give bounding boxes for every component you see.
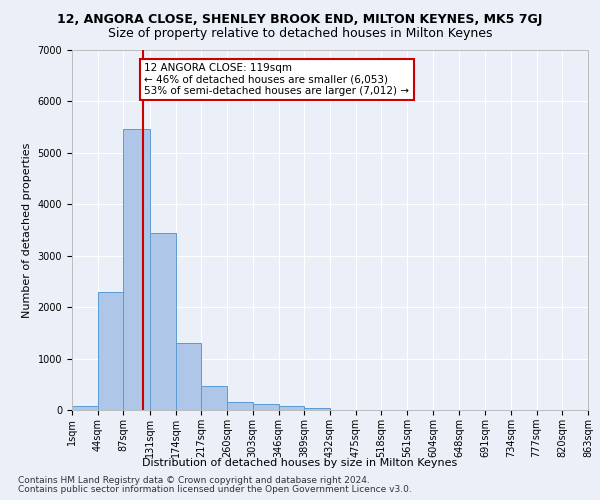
Y-axis label: Number of detached properties: Number of detached properties bbox=[22, 142, 32, 318]
Bar bbox=[72, 406, 98, 410]
Bar bbox=[124, 128, 150, 410]
Text: 12, ANGORA CLOSE, SHENLEY BROOK END, MILTON KEYNES, MK5 7GJ: 12, ANGORA CLOSE, SHENLEY BROOK END, MIL… bbox=[58, 12, 542, 26]
Text: Size of property relative to detached houses in Milton Keynes: Size of property relative to detached ho… bbox=[108, 28, 492, 40]
Text: Contains HM Land Registry data © Crown copyright and database right 2024.: Contains HM Land Registry data © Crown c… bbox=[18, 476, 370, 485]
Bar bbox=[201, 386, 227, 410]
Bar bbox=[304, 408, 330, 410]
Text: Distribution of detached houses by size in Milton Keynes: Distribution of detached houses by size … bbox=[142, 458, 458, 468]
Bar bbox=[176, 342, 201, 410]
Text: Contains public sector information licensed under the Open Government Licence v3: Contains public sector information licen… bbox=[18, 484, 412, 494]
Bar bbox=[227, 402, 253, 410]
Bar bbox=[98, 292, 124, 410]
Bar bbox=[253, 404, 278, 410]
Bar bbox=[278, 406, 304, 410]
Text: 12 ANGORA CLOSE: 119sqm
← 46% of detached houses are smaller (6,053)
53% of semi: 12 ANGORA CLOSE: 119sqm ← 46% of detache… bbox=[145, 63, 409, 96]
Bar bbox=[150, 232, 176, 410]
